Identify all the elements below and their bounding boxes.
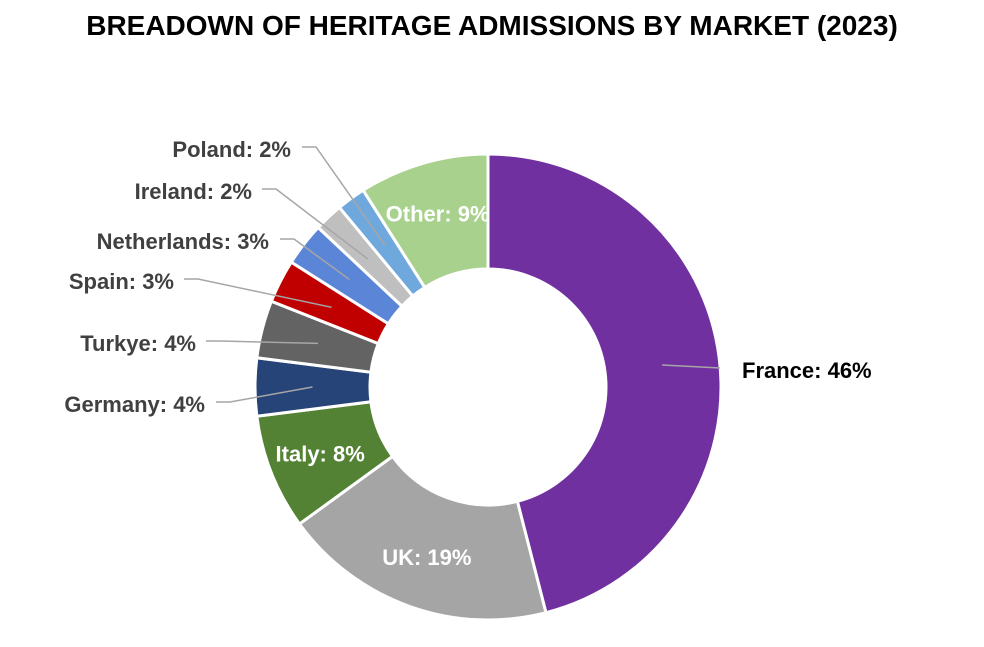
slice-uk [297,454,548,622]
slice-label-italy: Italy: 8% [276,441,365,466]
slice-label-spain: Spain: 3% [69,269,174,294]
slice-label-uk: UK: 19% [382,545,471,570]
leader-line-spain [184,278,332,309]
leader-lines [184,146,721,403]
leader-line-poland [302,146,386,246]
slice-label-ireland: Ireland: 2% [135,179,252,204]
leader-line-germany [216,386,313,403]
donut-slices [253,152,723,622]
slice-label-germany: Germany: 4% [64,392,205,417]
slice-label-turkye: Turkye: 4% [80,331,196,356]
slice-label-other: Other: 9% [386,202,490,227]
slice-label-netherlands: Netherlands: 3% [97,229,269,254]
leader-line-netherlands [280,238,350,281]
slice-label-poland: Poland: 2% [172,137,291,162]
leader-line-turkye [206,340,319,345]
leader-line-france [662,364,721,369]
slice-france [486,152,723,615]
slice-labels: France: 46% UK: 19% Italy: 8% Germany: 4% Tu… [64,137,871,570]
chart-title: BREADOWN OF HERITAGE ADMISSIONS BY MARKE… [86,10,898,41]
slice-other [361,152,490,290]
leader-line-ireland [262,188,369,260]
slice-label-france: France: 46% [742,358,872,383]
